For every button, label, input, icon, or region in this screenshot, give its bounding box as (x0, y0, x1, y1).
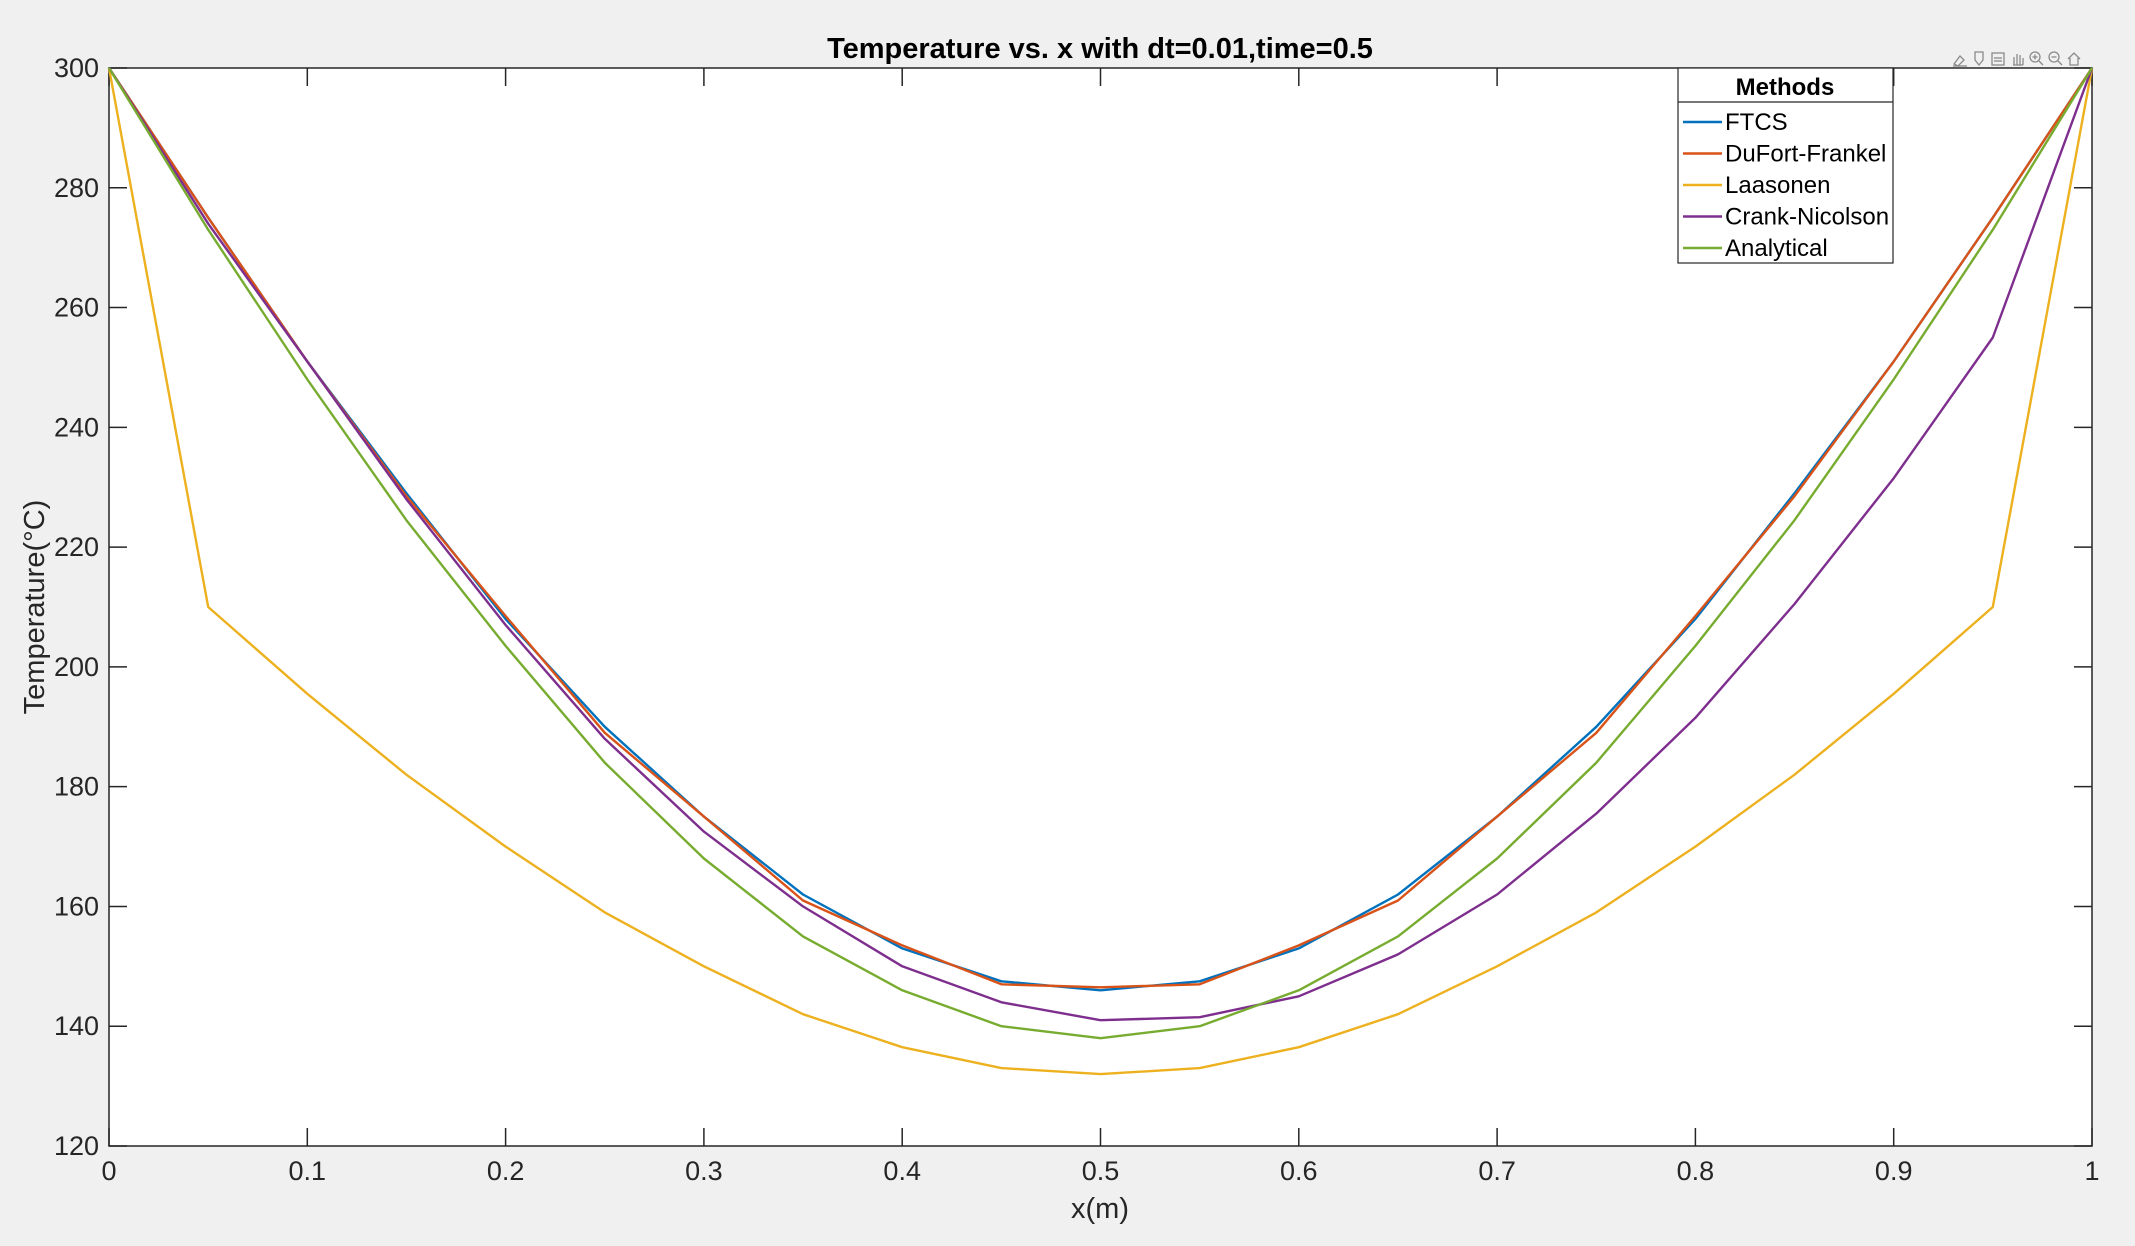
datatip-icon[interactable] (1974, 51, 1984, 67)
y-tick-label: 280 (54, 173, 99, 203)
x-tick-label: 0.9 (1875, 1156, 1913, 1186)
legend: Methods FTCS DuFort-Frankel Laasonen Crank-… (1677, 67, 1894, 264)
y-tick-label: 300 (54, 53, 99, 83)
x-tick-label: 0 (101, 1156, 116, 1186)
y-tick-label: 120 (54, 1131, 99, 1161)
brush-icon[interactable] (1953, 55, 1967, 67)
x-tick-label: 1 (2084, 1156, 2099, 1186)
y-tick-label: 240 (54, 412, 99, 442)
y-tick-label: 200 (54, 652, 99, 682)
legend-entry: Analytical (1725, 235, 1828, 262)
legend-entry: FTCS (1725, 109, 1788, 136)
legend-entry: Crank-Nicolson (1725, 204, 1889, 231)
series-line-dufort-frankel (107, 67, 2094, 989)
y-tick-label: 140 (54, 1011, 99, 1041)
x-tick-label: 0.2 (487, 1156, 525, 1186)
legend-entry: Laasonen (1725, 172, 1830, 199)
x-tick-label: 0.1 (289, 1156, 327, 1186)
y-axis-label: Temperature(°C) (19, 500, 51, 715)
legend-title: Methods (1736, 74, 1835, 101)
zoom-in-icon[interactable] (2029, 51, 2044, 66)
home-icon[interactable] (2067, 52, 2081, 66)
x-tick-label: 0.8 (1677, 1156, 1715, 1186)
legend-items: FTCS DuFort-Frankel Laasonen Crank-Nicolson… (1683, 109, 1889, 262)
axes-toolbar (1953, 51, 2081, 67)
data-cursor-icon[interactable] (1991, 52, 2005, 66)
zoom-out-icon[interactable] (2048, 51, 2063, 66)
y-tick-label: 180 (54, 772, 99, 802)
legend-entry: DuFort-Frankel (1725, 141, 1886, 168)
series-line-crank-nicolson (107, 67, 2094, 1022)
legend-box (1677, 67, 1894, 264)
x-axis-label: x(m) (1071, 1193, 1129, 1225)
series-line-laasonen (107, 67, 2094, 1076)
x-tick-label: 0.6 (1280, 1156, 1318, 1186)
chart-title: Temperature vs. x with dt=0.01,time=0.5 (827, 33, 1373, 65)
y-axis: 120 140 160 180 200 220 240 260 280 300 (54, 53, 2092, 1161)
y-tick-label: 260 (54, 293, 99, 323)
x-axis: 0 0.1 0.2 0.3 0.4 0.5 0.6 0.7 0.8 0.9 1 (101, 68, 2100, 1186)
x-tick-label: 0.5 (1082, 1156, 1120, 1186)
y-tick-label: 160 (54, 891, 99, 921)
x-tick-label: 0.7 (1478, 1156, 1516, 1186)
series-layer (107, 67, 2094, 1076)
x-tick-label: 0.3 (685, 1156, 723, 1186)
x-tick-label: 0.4 (883, 1156, 921, 1186)
pan-icon[interactable] (2013, 54, 2024, 66)
series-line-analytical (107, 67, 2094, 1040)
y-tick-label: 220 (54, 532, 99, 562)
